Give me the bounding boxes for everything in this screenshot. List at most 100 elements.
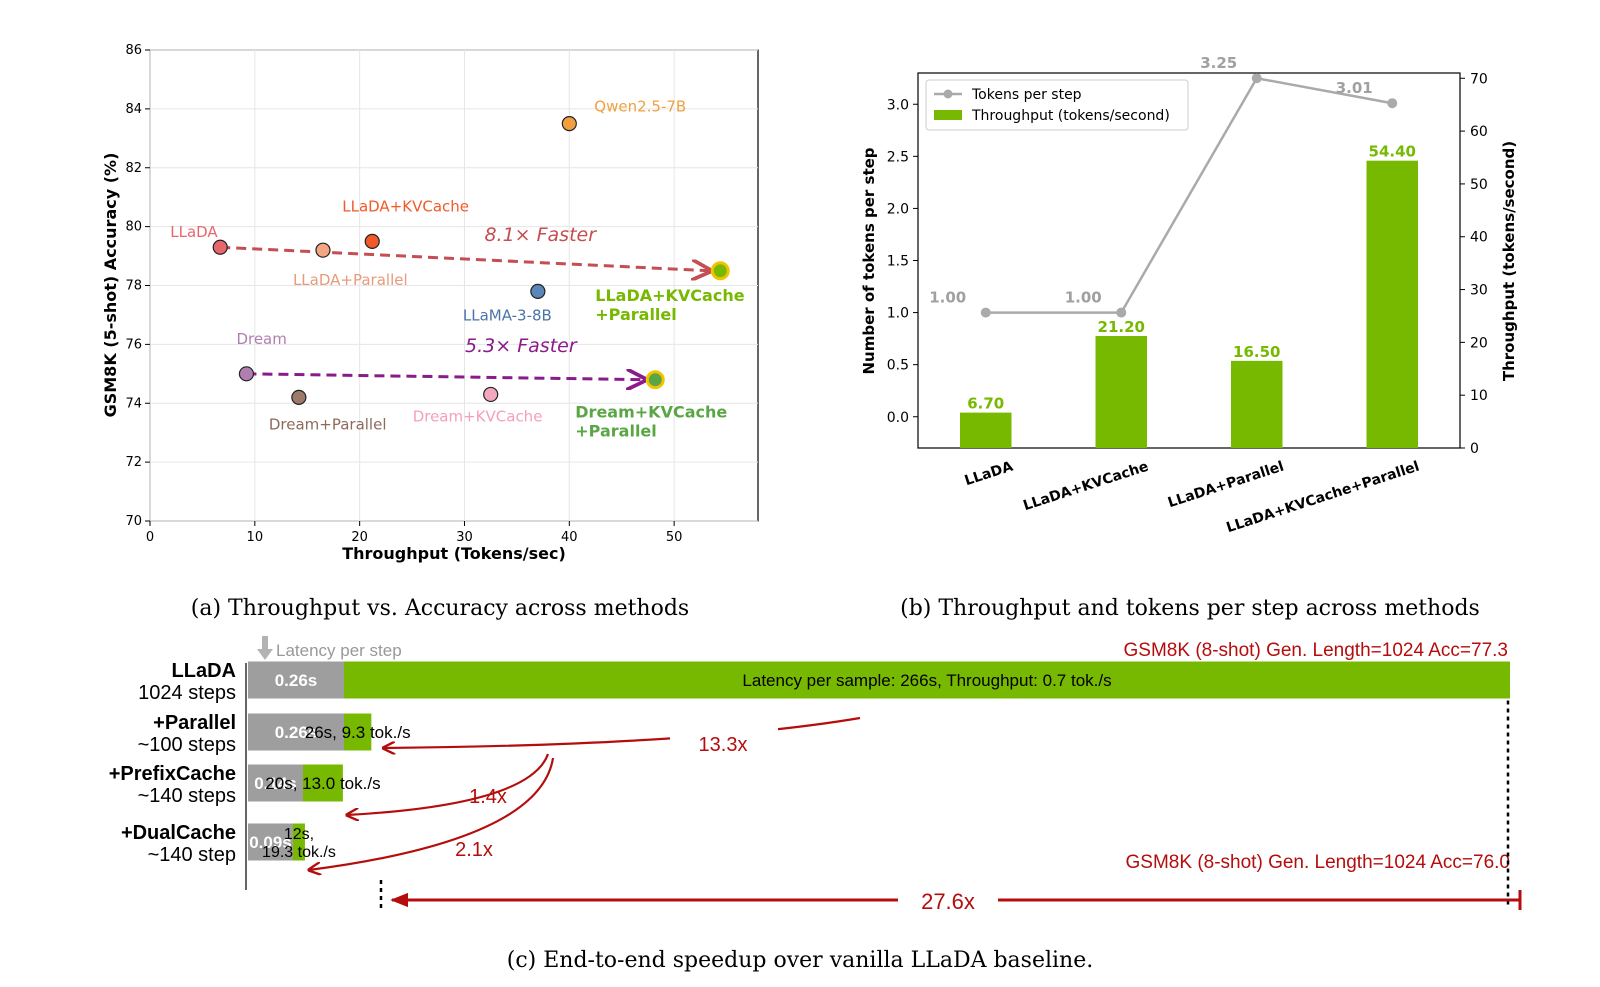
throughput-bar-label: 54.40	[1369, 143, 1416, 161]
chart-a-ticks: 0 10 20 30 40 50 70 72 74 76 78 80 82 84 86	[125, 43, 682, 545]
scatter-point-label: Dream+KVCache	[413, 407, 543, 425]
row-name: LLaDA	[172, 660, 236, 682]
b-category-label: LLaDA	[963, 459, 1015, 490]
a-ytick-label: 74	[125, 396, 142, 411]
b-ytick-left-label: 1.0	[887, 306, 909, 322]
a-ytick-label: 86	[125, 43, 142, 58]
scatter-point-label: LLaDA+Parallel	[293, 271, 408, 289]
chart-c-speedup-arrows: 13.3x 1.4x 2.1x 27.6x	[309, 700, 1522, 916]
sample-latency-label: 12s,	[284, 826, 314, 843]
b-ytick-left-label: 0.5	[887, 358, 909, 374]
chart-b-bars: 6.70 21.20 16.50 54.40	[960, 143, 1418, 448]
b-ytick-right-label: 0	[1470, 441, 1479, 457]
chart-a-ylabel: GSM8K (5-shot) Accuracy (%)	[101, 153, 120, 418]
scatter-point	[645, 370, 665, 390]
step-latency-bar	[248, 713, 344, 751]
chart-b-throughput-tokens-per-step: 0.0 0.5 1.0 1.5 2.0 2.5 3.0 0 10 20 30 40 50 60 70 LLaD…	[860, 54, 1518, 536]
speedup-arrow-parallel	[383, 716, 861, 748]
throughput-bar	[960, 412, 1012, 448]
throughput-bar-label: 16.50	[1233, 343, 1280, 361]
b-ytick-right-label: 20	[1470, 335, 1488, 351]
step-latency-bar	[248, 661, 344, 699]
tokens-per-step-label: 3.01	[1336, 79, 1373, 97]
speedup-arrow-prefix	[347, 753, 550, 815]
speedup-label-bg	[898, 884, 998, 916]
tokens-per-step-point	[1116, 307, 1127, 318]
step-latency-bar	[248, 823, 293, 861]
tokens-per-step-label: 3.25	[1200, 54, 1237, 72]
row-steps: ~100 steps	[138, 734, 236, 756]
legend-bar-label: Throughput (tokens/second)	[971, 108, 1170, 124]
speedup-label-parallel: 13.3x	[699, 734, 748, 756]
a-xtick-label: 30	[456, 530, 473, 545]
tokens-per-step-line	[985, 76, 1393, 314]
chart-a-points: LLaDA LLaDA+Parallel LLaDA+KVCache Qwen2.5-…	[170, 98, 744, 441]
speedup-label: 5.3× Faster	[465, 335, 578, 357]
sample-latency-label: Latency per sample: 266s, Throughput: 0.…	[742, 671, 1111, 690]
chart-b-ylabel-right: Throughput (tokens/second)	[1500, 141, 1518, 381]
scatter-point-label: +Parallel	[575, 422, 657, 441]
chart-b-ylabel-left: Number of tokens per step	[860, 147, 878, 374]
down-arrow-icon	[257, 636, 273, 660]
b-ytick-right-label: 10	[1470, 388, 1488, 404]
latency-legend-label: Latency per step	[276, 641, 402, 660]
scatter-point-label: Dream	[236, 330, 286, 348]
legend-bar-swatch	[934, 110, 962, 120]
a-ytick-label: 80	[125, 220, 142, 235]
legend-line-marker	[943, 89, 953, 99]
speedup-label-dual: 2.1x	[455, 839, 493, 861]
throughput-bar-label: 21.20	[1098, 318, 1145, 336]
latency-legend: Latency per step	[257, 636, 402, 660]
row-steps: ~140 steps	[138, 785, 236, 807]
step-latency-bar	[248, 764, 303, 802]
throughput-bar	[1231, 360, 1283, 448]
scatter-point	[483, 386, 499, 403]
acc-bottom-label: GSM8K (8-shot) Gen. Length=1024 Acc=76.0	[1126, 852, 1510, 873]
tokens-per-step-label: 1.00	[1065, 289, 1102, 307]
speedup-label-total: 27.6x	[921, 889, 975, 914]
sample-latency-label: 19.3 tok./s	[262, 844, 336, 861]
sample-latency-label: 26s, 9.3 tok./s	[305, 723, 411, 742]
row-name: +DualCache	[121, 822, 236, 844]
b-ytick-right-label: 40	[1470, 230, 1488, 246]
chart-c-end-to-end-speedup: Latency per step GSM8K (8-shot) Gen. Len…	[109, 636, 1522, 916]
step-latency-label: 0.14s	[254, 774, 297, 793]
scatter-point	[212, 239, 228, 255]
speedup-label-prefix: 1.4x	[469, 786, 507, 808]
scatter-point	[315, 242, 331, 258]
b-ytick-left-label: 0.0	[887, 410, 909, 426]
a-xtick-label: 50	[666, 530, 683, 545]
b-category-label: LLaDA+Parallel	[1166, 459, 1286, 512]
chart-a-accuracy-vs-throughput: 0 10 20 30 40 50 70 72 74 76 78 80 82 84 86 Throughput…	[101, 43, 759, 563]
b-ytick-right-label: 50	[1470, 177, 1488, 193]
caption-a: (a) Throughput vs. Accuracy across metho…	[191, 596, 689, 621]
a-ytick-label: 76	[125, 337, 142, 352]
step-latency-label: 0.09s	[249, 833, 292, 852]
sample-latency-bar	[344, 661, 1510, 699]
a-ytick-label: 78	[125, 279, 142, 294]
sample-latency-label: 20s, 13.0 tok./s	[265, 774, 380, 793]
sample-latency-bar	[344, 713, 372, 751]
b-ytick-right-label: 70	[1470, 71, 1488, 87]
scatter-point	[710, 261, 730, 281]
chart-b-legend: Tokens per step Throughput (tokens/secon…	[925, 79, 1189, 131]
a-xtick-label: 20	[351, 530, 368, 545]
step-latency-label: 0.26s	[275, 671, 318, 690]
acc-top-label: GSM8K (8-shot) Gen. Length=1024 Acc=77.3	[1124, 640, 1508, 661]
scatter-point-label: LLaDA	[170, 223, 218, 241]
scatter-point	[364, 233, 380, 249]
a-ytick-label: 70	[125, 514, 142, 529]
a-xtick-label: 0	[146, 530, 154, 545]
legend-box	[925, 79, 1189, 131]
speedup-arrow-dual	[309, 757, 555, 870]
b-ytick-left-label: 2.5	[887, 149, 909, 165]
throughput-bar-label: 6.70	[967, 395, 1004, 413]
b-category-label: LLaDA+KVCache	[1021, 459, 1150, 515]
speedup-arrow	[246, 374, 645, 380]
scatter-point	[561, 115, 577, 132]
caption-c: (c) End-to-end speedup over vanilla LLaD…	[507, 948, 1094, 973]
tokens-per-step-point	[1251, 73, 1262, 84]
row-steps: 1024 steps	[138, 682, 236, 704]
